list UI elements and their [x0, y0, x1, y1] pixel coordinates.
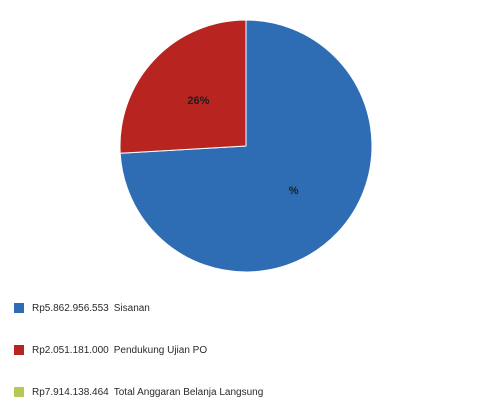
pie-slice-label-1: 26%: [187, 95, 209, 107]
legend-item-sisanan: Rp5.862.956.553 Sisanan: [14, 300, 484, 316]
legend-swatch-pendukung-ujian: [14, 345, 24, 355]
legend-value-sisanan: Rp5.862.956.553: [32, 302, 109, 314]
legend-item-pendukung-ujian: Rp2.051.181.000 Pendukung Ujian PO: [14, 342, 484, 358]
legend-label-total-anggaran: Total Anggaran Belanja Langsung: [113, 386, 264, 398]
legend-label-sisanan: Sisanan: [113, 302, 150, 314]
legend-swatch-sisanan: [14, 303, 24, 313]
pie-slice-1: [119, 19, 247, 154]
legend-item-total-anggaran: Rp7.914.138.464 Total Anggaran Belanja L…: [14, 384, 484, 400]
chart-legend: Rp5.862.956.553 Sisanan Rp2.051.181.000 …: [14, 300, 484, 400]
pie-slice-label-0: %: [289, 185, 299, 197]
legend-value-pendukung-ujian: Rp2.051.181.000: [32, 344, 109, 356]
legend-swatch-total-anggaran: [14, 387, 24, 397]
legend-value-total-anggaran: Rp7.914.138.464: [32, 386, 109, 398]
legend-label-pendukung-ujian: Pendukung Ujian PO: [113, 344, 208, 356]
